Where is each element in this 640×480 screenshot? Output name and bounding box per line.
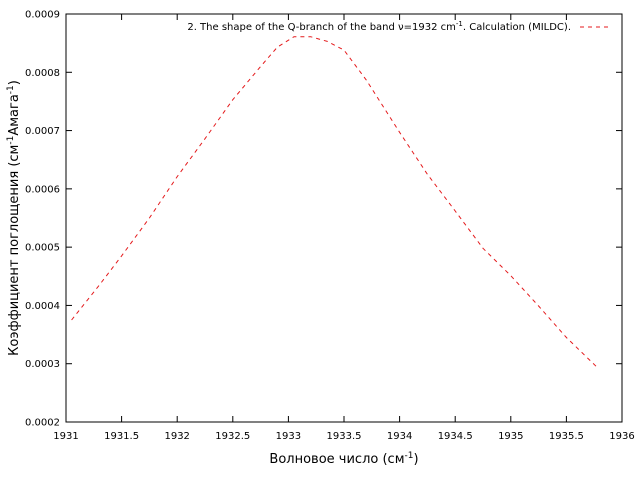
y-tick-label: 0.0006: [25, 184, 60, 195]
x-axis-title: Волновое число (см-1): [269, 451, 418, 467]
x-tick-label: 1935.5: [549, 431, 584, 442]
x-tick-label: 1936: [609, 431, 634, 442]
series-layer: [71, 36, 597, 367]
x-tick-label: 1935: [498, 431, 523, 442]
y-tick-label: 0.0004: [25, 301, 60, 312]
x-tick-label: 1934.5: [438, 431, 473, 442]
x-axis-ticks: 1931 1931.5 1932 1932.5 1933 1933.5 1934 1934.5…: [53, 14, 635, 442]
x-tick-label: 1931.5: [104, 431, 139, 442]
legend-label: 2. The shape of the Q-branch of the band…: [187, 20, 571, 33]
x-tick-label: 1934: [387, 431, 412, 442]
legend: 2. The shape of the Q-branch of the band…: [187, 20, 612, 33]
x-tick-label: 1933: [276, 431, 301, 442]
x-tick-label: 1932.5: [215, 431, 250, 442]
y-tick-label: 0.0008: [25, 68, 60, 79]
y-axis-title: Коэффициент поглощения (см-1Амага-1): [6, 80, 22, 356]
y-tick-label: 0.0002: [25, 418, 60, 429]
y-tick-label: 0.0009: [25, 10, 60, 21]
y-tick-label: 0.0005: [25, 243, 60, 254]
y-tick-label: 0.0003: [25, 359, 60, 370]
series-line: [71, 36, 597, 367]
x-tick-label: 1933.5: [327, 431, 362, 442]
x-tick-label: 1931: [53, 431, 78, 442]
y-tick-label: 0.0007: [25, 126, 60, 137]
x-tick-label: 1932: [164, 431, 189, 442]
y-axis-ticks: 0.0002 0.0003 0.0004 0.0005 0.0006 0.0007 0.00…: [25, 10, 622, 429]
